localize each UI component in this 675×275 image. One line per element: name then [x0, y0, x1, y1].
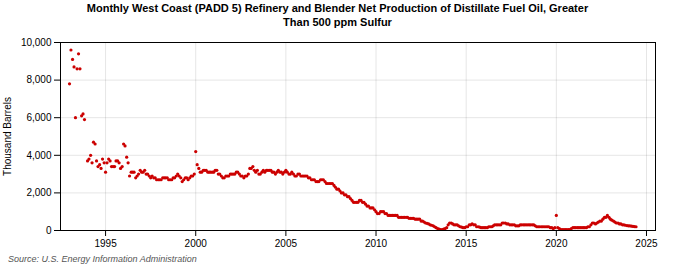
svg-text:6,000: 6,000: [26, 111, 51, 122]
svg-text:2025: 2025: [635, 237, 658, 248]
svg-text:2000: 2000: [185, 237, 208, 248]
html-text:Source: U.S. Energy Informatio: Source: U.S. Energy Information Administ…: [8, 253, 197, 264]
html-text:Monthly West Coast (PADD 5) Re: Monthly West Coast (PADD 5) Refinery and…: [86, 2, 589, 28]
svg-text:0: 0: [46, 224, 52, 235]
svg-text:2015: 2015: [455, 237, 478, 248]
svg-text:2,000: 2,000: [26, 187, 51, 198]
svg-text:10,000: 10,000: [21, 36, 52, 47]
svg-text:8,000: 8,000: [26, 74, 51, 85]
svg-text:1995: 1995: [94, 237, 117, 248]
svg-text:Thousand Barrels: Thousand Barrels: [2, 97, 13, 176]
svg-text:2010: 2010: [365, 237, 388, 248]
svg-text:2020: 2020: [545, 237, 568, 248]
svg-text:4,000: 4,000: [26, 149, 51, 160]
svg-text:2005: 2005: [275, 237, 298, 248]
